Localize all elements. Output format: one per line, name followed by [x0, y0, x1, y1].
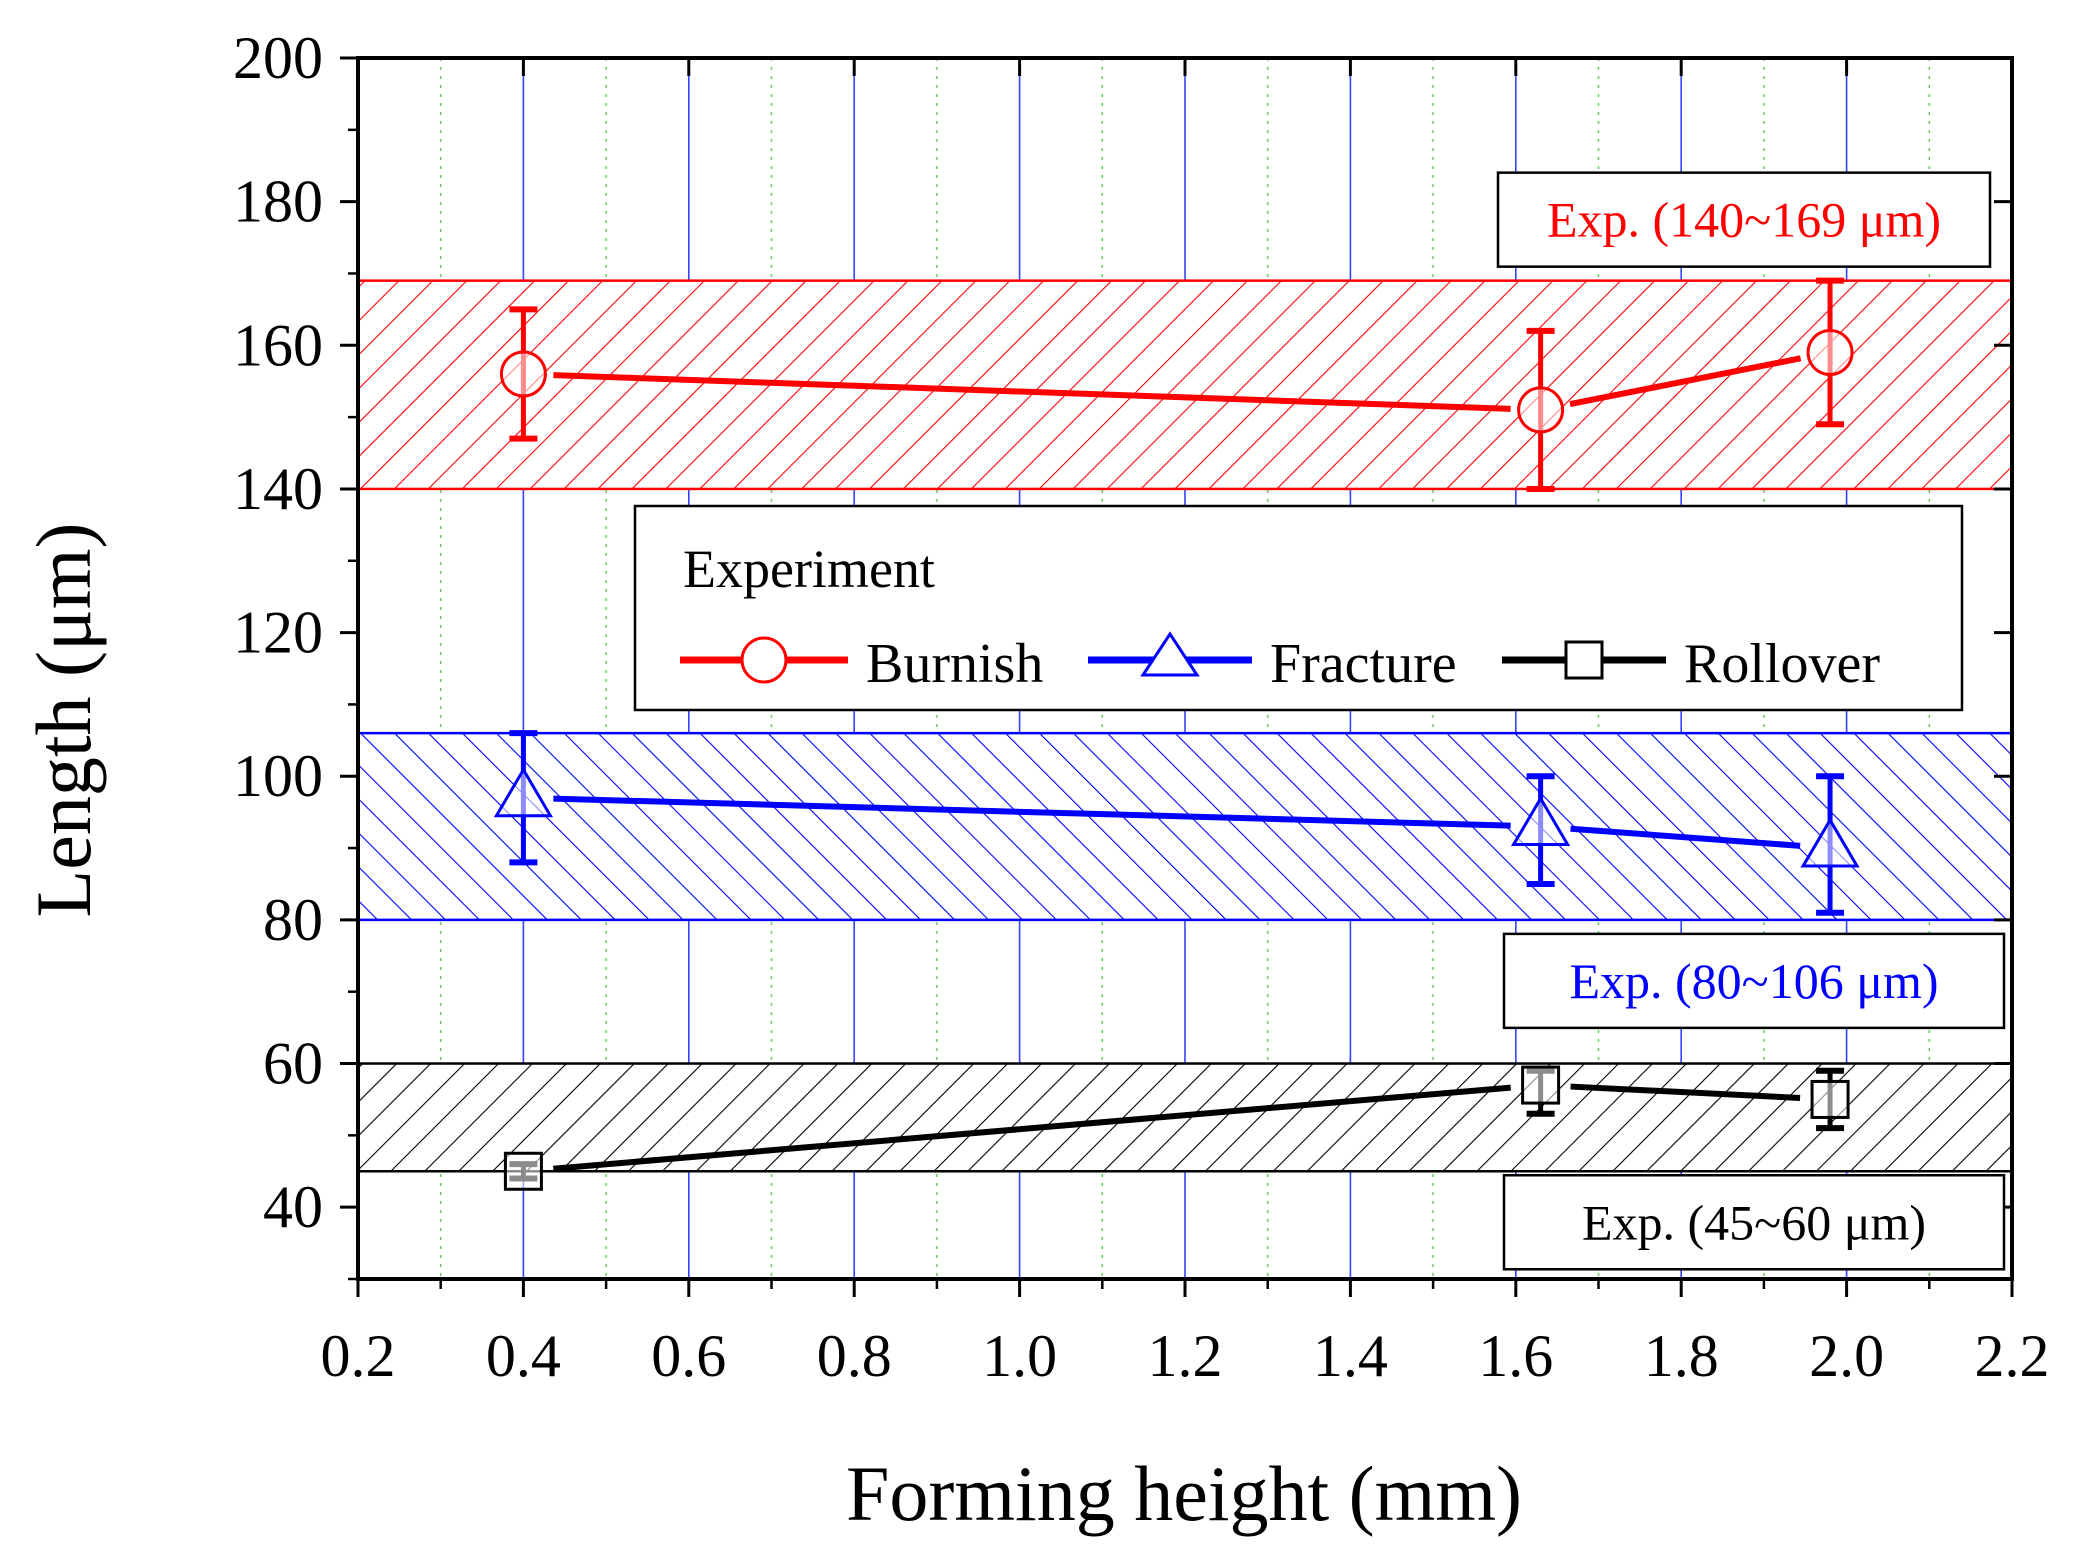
legend-label-fracture: Fracture	[1270, 633, 1457, 695]
band-label-burnish: Exp. (140~169 μm)	[1496, 171, 1992, 268]
data-point-rollover	[503, 1151, 543, 1191]
data-point-burnish	[1806, 328, 1854, 376]
y-tick-label: 80	[263, 887, 323, 953]
band-label-text: Exp. (45~60 μm)	[1582, 1194, 1926, 1250]
band-fracture	[356, 731, 2014, 922]
series-burnish	[499, 277, 1854, 492]
legend-entry-burnish: Burnish	[680, 633, 1043, 695]
y-tick-label: 100	[233, 743, 323, 809]
x-tick-label: 0.2	[321, 1323, 396, 1389]
y-tick-label: 160	[233, 312, 323, 378]
band-label-text: Exp. (80~106 μm)	[1569, 953, 1938, 1009]
legend-entry-rollover: Rollover	[1502, 633, 1880, 695]
x-tick-label: 1.8	[1644, 1323, 1719, 1389]
x-tick-label: 1.0	[982, 1323, 1057, 1389]
x-tick-label: 2.2	[1975, 1323, 2050, 1389]
x-tick-label: 0.6	[651, 1323, 726, 1389]
series-rollover	[503, 1065, 1850, 1191]
data-point-fracture	[1800, 817, 1860, 868]
band-label-rollover: Exp. (45~60 μm)	[1502, 1174, 2006, 1271]
x-tick-label: 1.6	[1478, 1323, 1553, 1389]
data-point-rollover	[1810, 1079, 1850, 1119]
data-point-fracture	[1510, 795, 1571, 847]
y-tick-label: 140	[233, 456, 323, 522]
legend-entry-fracture: Fracture	[1088, 631, 1457, 695]
data-series	[493, 277, 1860, 1191]
legend-label-rollover: Rollover	[1684, 633, 1880, 695]
line-segment-fracture	[1570, 825, 1801, 849]
x-tick-label: 1.4	[1313, 1323, 1388, 1389]
y-tick-label: 60	[263, 1031, 323, 1097]
y-tick-label: 40	[263, 1174, 323, 1240]
axis-ticks: 0.2 0.4 0.6 0.8 1.0 1.2 1.4 1.6 1.8 2.0 2.2 40 60 80 1…	[233, 25, 2050, 1389]
line-segment-rollover	[553, 1084, 1511, 1172]
band-label-frame	[1496, 171, 1992, 268]
data-point-burnish	[499, 350, 547, 398]
band-burnish	[356, 279, 2014, 491]
line-segment-rollover	[1570, 1083, 1801, 1101]
data-point-fracture	[493, 766, 554, 818]
legend-label-burnish: Burnish	[866, 633, 1043, 695]
x-axis-title: Forming height (mm)	[846, 1450, 1522, 1537]
y-axis-title: Length (μm)	[20, 523, 107, 918]
band-label-fracture: Exp. (80~106 μm)	[1502, 932, 2006, 1030]
experimental-bands	[356, 279, 2014, 1173]
legend-marker-fracture	[1140, 631, 1200, 677]
legend-title: Experiment	[683, 539, 935, 599]
band-label-frame	[1502, 1174, 2006, 1271]
legend-frame	[633, 504, 1964, 712]
legend: Experiment Burnish Fracture Rollover	[633, 504, 1964, 712]
x-tick-label: 2.0	[1809, 1323, 1884, 1389]
x-tick-label: 0.8	[817, 1323, 892, 1389]
x-tick-label: 1.2	[1148, 1323, 1223, 1389]
data-point-burnish	[1517, 386, 1565, 434]
band-labels: Exp. (140~169 μm) Exp. (80~106 μm) Exp. (4…	[1496, 171, 2006, 1271]
band-label-frame	[1502, 932, 2006, 1030]
legend-marker-burnish	[740, 636, 788, 684]
data-point-rollover	[1521, 1065, 1561, 1105]
line-segment-burnish	[553, 372, 1511, 412]
band-label-text: Exp. (140~169 μm)	[1547, 192, 1941, 248]
line-segment-burnish	[1569, 355, 1802, 408]
y-tick-label: 180	[233, 169, 323, 235]
line-segment-fracture	[553, 795, 1511, 829]
y-tick-label: 120	[233, 600, 323, 666]
legend-marker-rollover	[1564, 640, 1604, 680]
y-tick-label: 200	[233, 25, 323, 91]
x-tick-label: 0.4	[486, 1323, 561, 1389]
series-fracture	[493, 730, 1860, 916]
